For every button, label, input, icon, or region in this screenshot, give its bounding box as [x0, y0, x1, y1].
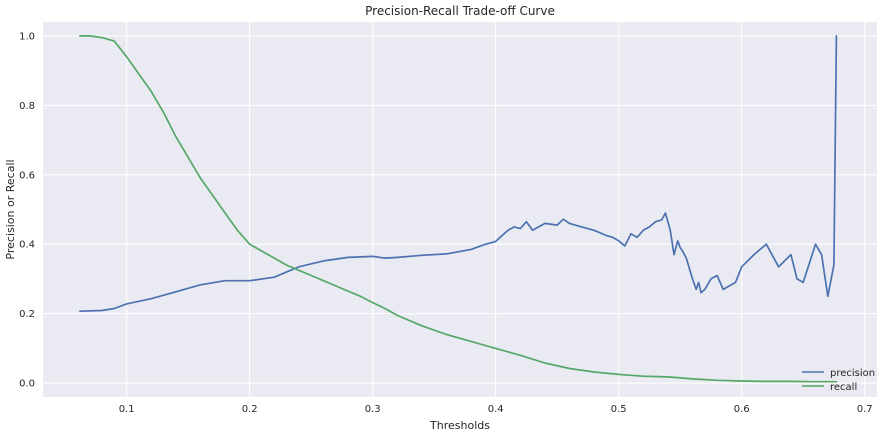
precision-line [79, 35, 838, 313]
y-axis-ticks: 0.0 0.2 0.4 0.6 0.8 1.0 [19, 31, 35, 389]
x-tick-label: 0.1 [119, 404, 135, 415]
legend: precision recall [802, 368, 875, 393]
legend-precision-label: precision [830, 368, 875, 379]
x-tick-label: 0.2 [242, 404, 258, 415]
x-axis-label: Thresholds [429, 419, 490, 432]
chart-title: Precision-Recall Trade-off Curve [365, 4, 555, 18]
plot-background [43, 22, 877, 397]
series-lines [79, 35, 838, 383]
recall-line [79, 35, 838, 383]
x-axis-ticks: 0.1 0.2 0.3 0.4 0.5 0.6 0.7 [119, 404, 873, 415]
y-tick-label: 1.0 [19, 31, 35, 42]
y-tick-label: 0.0 [19, 379, 35, 390]
y-tick-label: 0.4 [19, 240, 35, 251]
x-tick-label: 0.6 [734, 404, 750, 415]
y-tick-label: 0.2 [19, 309, 35, 320]
x-tick-label: 0.5 [611, 404, 627, 415]
legend-recall-label: recall [830, 382, 857, 393]
y-tick-label: 0.8 [19, 101, 35, 112]
x-tick-label: 0.7 [857, 404, 873, 415]
x-tick-label: 0.4 [488, 404, 504, 415]
y-tick-label: 0.6 [19, 170, 35, 181]
grid [43, 22, 877, 397]
x-tick-label: 0.3 [365, 404, 381, 415]
y-axis-label: Precision or Recall [4, 159, 17, 259]
